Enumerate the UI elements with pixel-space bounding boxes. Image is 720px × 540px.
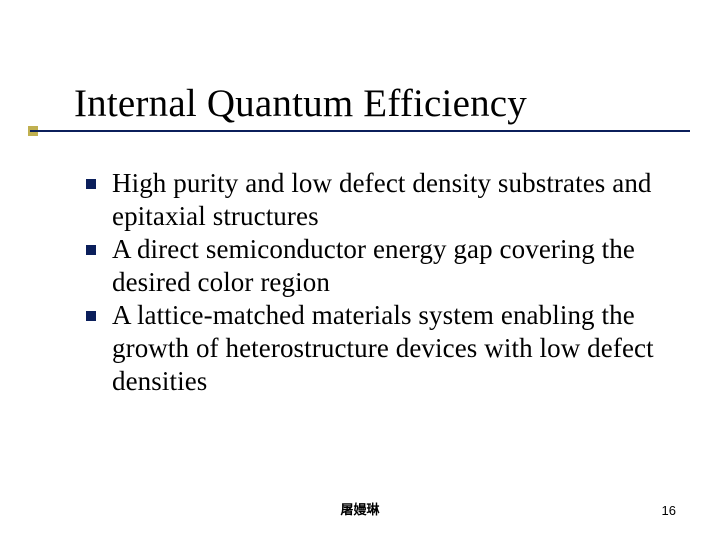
list-item: High purity and low defect density subst… xyxy=(86,167,680,233)
page-number: 16 xyxy=(662,503,676,518)
slide: Internal Quantum Efficiency High purity … xyxy=(0,0,720,540)
square-bullet-icon xyxy=(86,245,96,255)
list-item: A lattice-matched materials system enabl… xyxy=(86,299,680,398)
slide-title: Internal Quantum Efficiency xyxy=(74,82,674,127)
list-item: A direct semiconductor energy gap coveri… xyxy=(86,233,680,299)
bullet-text: A direct semiconductor energy gap coveri… xyxy=(112,233,680,299)
title-wrap: Internal Quantum Efficiency xyxy=(74,82,674,127)
bullet-list: High purity and low defect density subst… xyxy=(86,167,680,398)
square-bullet-icon xyxy=(86,179,96,189)
bullet-text: High purity and low defect density subst… xyxy=(112,167,680,233)
footer-author: 屠嫚琳 xyxy=(0,499,720,518)
title-underline xyxy=(30,130,690,132)
square-bullet-icon xyxy=(86,311,96,321)
bullet-text: A lattice-matched materials system enabl… xyxy=(112,299,680,398)
